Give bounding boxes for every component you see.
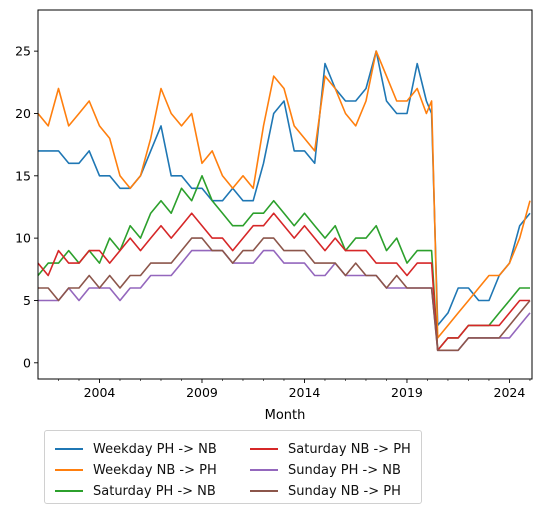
- y-tick-label: 25: [15, 44, 31, 59]
- x-tick-label: 2019: [391, 385, 423, 400]
- series-lines: [37, 50, 531, 352]
- series-line-4: [38, 249, 531, 352]
- series-line-1: [37, 50, 531, 339]
- x-axis-label: Month: [265, 408, 306, 423]
- legend-swatch: [55, 490, 83, 492]
- y-tick-label: 0: [23, 355, 31, 370]
- y-tick-label: 15: [15, 168, 31, 183]
- y-axis: 0 5 10 15 20 25: [15, 44, 38, 370]
- legend-item: Sunday PH -> NB: [250, 462, 401, 478]
- series-line-0: [38, 50, 531, 327]
- x-tick-label: 2024: [494, 385, 526, 400]
- series-line-3: [37, 212, 530, 352]
- legend-swatch: [55, 448, 83, 450]
- legend-swatch: [55, 469, 83, 471]
- plot-frame: [37, 9, 533, 380]
- legend-label: Sunday NB -> PH: [288, 483, 401, 499]
- series-line-5: [38, 237, 531, 352]
- legend-label: Saturday PH -> NB: [93, 483, 216, 499]
- legend: Weekday PH -> NB Weekday NB -> PH Saturd…: [44, 430, 422, 504]
- legend-label: Weekday NB -> PH: [93, 462, 217, 478]
- x-tick-label: 2009: [186, 385, 218, 400]
- legend-swatch: [250, 469, 278, 471]
- x-axis: 2004 2009 2014 2019 2024: [58, 379, 531, 400]
- legend-label: Saturday NB -> PH: [288, 441, 411, 457]
- legend-label: Sunday PH -> NB: [288, 462, 401, 478]
- legend-swatch: [250, 448, 278, 450]
- legend-item: Sunday NB -> PH: [250, 483, 401, 499]
- legend-label: Weekday PH -> NB: [93, 441, 217, 457]
- y-tick-label: 20: [15, 106, 31, 121]
- legend-item: Weekday PH -> NB: [55, 441, 217, 457]
- x-tick-label: 2004: [84, 385, 116, 400]
- y-tick-label: 10: [15, 231, 31, 246]
- legend-item: Saturday NB -> PH: [250, 441, 411, 457]
- x-tick-label: 2014: [289, 385, 321, 400]
- legend-item: Weekday NB -> PH: [55, 462, 217, 478]
- legend-swatch: [250, 490, 278, 492]
- legend-item: Saturday PH -> NB: [55, 483, 216, 499]
- y-tick-label: 5: [23, 293, 31, 308]
